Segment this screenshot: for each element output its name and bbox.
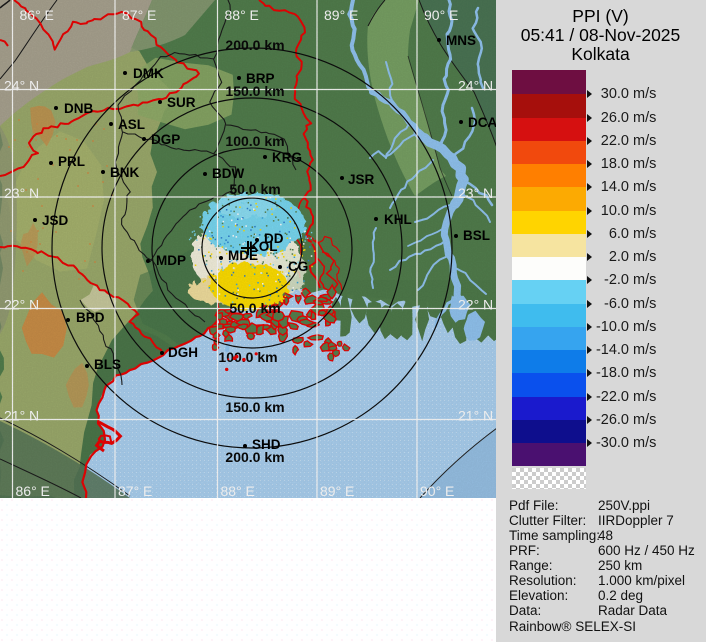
svg-text:150.0 km: 150.0 km xyxy=(225,399,284,415)
svg-text:24° N: 24° N xyxy=(4,78,39,94)
svg-text:DGH: DGH xyxy=(168,345,198,360)
svg-text:100.0 km: 100.0 km xyxy=(218,349,277,365)
svg-text:22° N: 22° N xyxy=(458,297,493,313)
svg-text:PRL: PRL xyxy=(58,154,85,169)
svg-text:MDE: MDE xyxy=(228,248,258,263)
svg-text:89° E: 89° E xyxy=(320,483,354,498)
svg-text:DGP: DGP xyxy=(151,132,180,147)
svg-text:200.0 km: 200.0 km xyxy=(225,37,284,53)
svg-text:MDP: MDP xyxy=(156,253,186,268)
svg-text:BLS: BLS xyxy=(94,357,121,372)
svg-text:SUR: SUR xyxy=(167,95,196,110)
svg-text:200.0 km: 200.0 km xyxy=(225,449,284,465)
svg-text:BNK: BNK xyxy=(110,165,139,180)
svg-text:89° E: 89° E xyxy=(324,7,358,23)
svg-text:86° E: 86° E xyxy=(20,7,54,23)
svg-text:BSL: BSL xyxy=(463,228,490,243)
svg-text:23° N: 23° N xyxy=(458,185,493,201)
svg-text:DNB: DNB xyxy=(64,101,93,116)
svg-text:ASL: ASL xyxy=(118,117,145,132)
svg-text:23° N: 23° N xyxy=(4,185,39,201)
svg-text:88° E: 88° E xyxy=(221,483,255,498)
svg-text:JSD: JSD xyxy=(42,213,69,228)
svg-text:DMK: DMK xyxy=(133,66,164,81)
svg-text:100.0 km: 100.0 km xyxy=(225,133,284,149)
svg-text:50.0 km: 50.0 km xyxy=(229,300,280,316)
svg-text:22° N: 22° N xyxy=(4,297,39,313)
svg-text:DCA: DCA xyxy=(468,115,497,130)
svg-text:JSR: JSR xyxy=(348,172,375,187)
svg-text:90° E: 90° E xyxy=(420,483,454,498)
svg-text:86° E: 86° E xyxy=(16,483,50,498)
svg-text:87° E: 87° E xyxy=(122,7,156,23)
svg-text:21° N: 21° N xyxy=(4,408,39,424)
svg-text:BPD: BPD xyxy=(76,310,105,325)
svg-text:87° E: 87° E xyxy=(118,483,152,498)
svg-text:MNS: MNS xyxy=(446,33,476,48)
svg-text:BRP: BRP xyxy=(246,71,275,86)
svg-text:BDW: BDW xyxy=(212,166,244,181)
svg-text:KHL: KHL xyxy=(384,212,412,227)
svg-text:50.0 km: 50.0 km xyxy=(229,181,280,197)
svg-text:KRG: KRG xyxy=(272,150,302,165)
svg-text:KOL: KOL xyxy=(249,239,278,254)
svg-text:DD: DD xyxy=(264,231,284,246)
svg-text:21° N: 21° N xyxy=(458,408,493,424)
svg-text:90° E: 90° E xyxy=(424,7,458,23)
svg-text:CG: CG xyxy=(288,259,308,274)
svg-text:88° E: 88° E xyxy=(225,7,259,23)
svg-text:24° N: 24° N xyxy=(458,78,493,94)
svg-text:150.0 km: 150.0 km xyxy=(225,83,284,99)
svg-text:SHD: SHD xyxy=(252,437,281,452)
